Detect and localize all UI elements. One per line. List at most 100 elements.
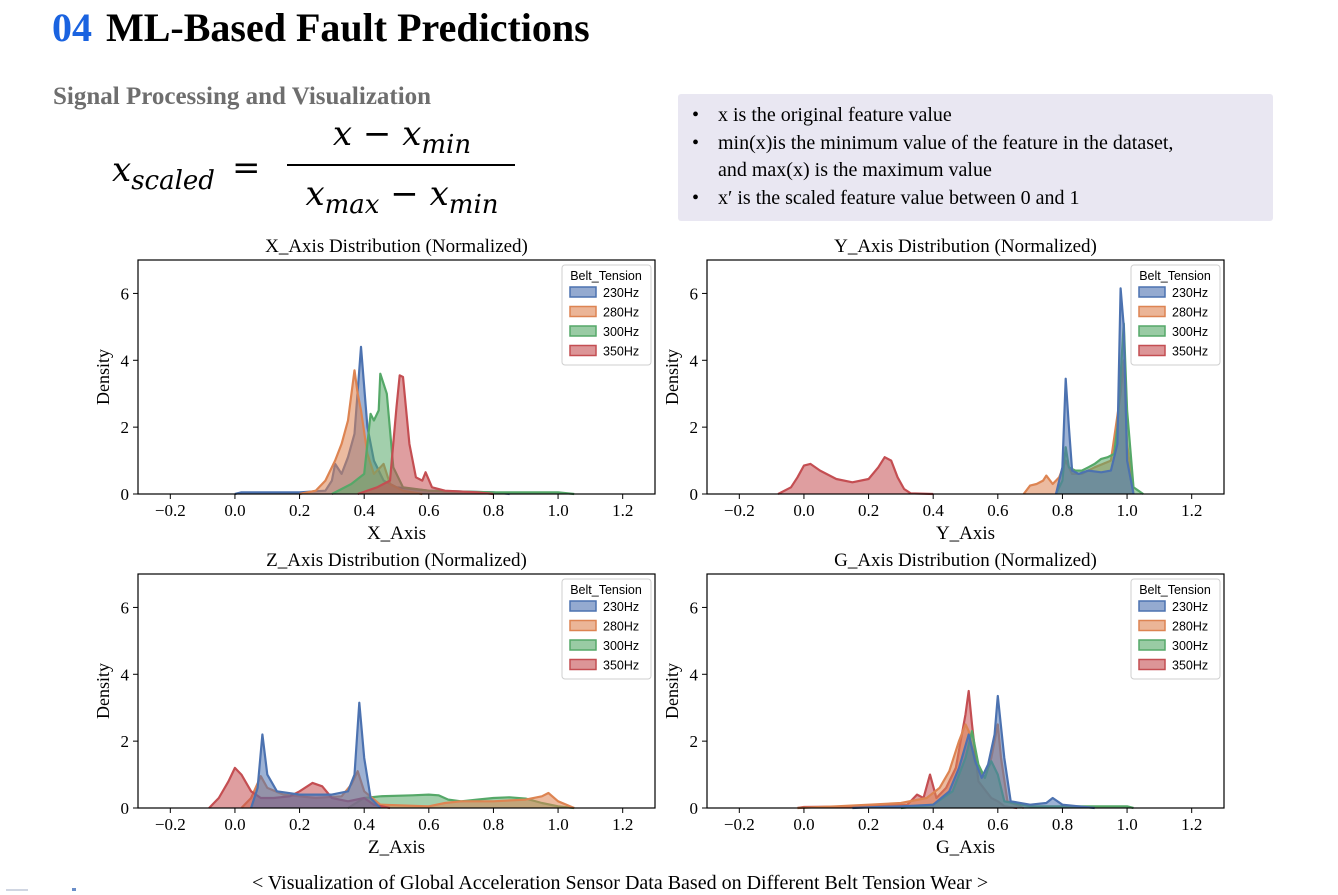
series-line-350Hz bbox=[777, 456, 934, 496]
legend-swatch-350Hz bbox=[1138, 344, 1166, 357]
legend-title: Belt_Tension bbox=[1139, 583, 1211, 597]
note-item: • min(x)is the minimum value of the featu… bbox=[692, 130, 1261, 185]
legend-label: 230Hz bbox=[1172, 600, 1208, 614]
x-tick-label: 1.2 bbox=[1181, 815, 1202, 834]
note-text-continued: and max(x) is the maximum value bbox=[718, 159, 992, 181]
x-tick-label: 1.2 bbox=[1181, 501, 1202, 520]
x-tick-label: 0.4 bbox=[354, 501, 376, 520]
x-tick-label: 0.2 bbox=[289, 501, 310, 520]
x-tick-label: 0.0 bbox=[224, 501, 245, 520]
y-tick-label: 4 bbox=[690, 351, 699, 370]
x-tick-label: 1.2 bbox=[612, 501, 633, 520]
chart-title: Y_Axis Distribution (Normalized) bbox=[834, 236, 1097, 257]
formula-lhs: xscaled bbox=[112, 150, 215, 196]
plot-frame bbox=[137, 573, 656, 809]
legend-label: 350Hz bbox=[603, 345, 639, 359]
formula-lhs-var: x bbox=[112, 150, 132, 190]
denominator-sub1: max bbox=[324, 190, 380, 220]
x-tick-label: 0.4 bbox=[354, 815, 376, 834]
x-tick-label: −0.2 bbox=[724, 501, 755, 520]
notes-box: • x is the original feature value • min(x)… bbox=[678, 94, 1273, 221]
y-tick-label: 4 bbox=[121, 665, 130, 684]
series-area-280Hz bbox=[299, 370, 423, 494]
series-area-230Hz bbox=[1056, 288, 1134, 494]
x-tick-label: 0.8 bbox=[483, 815, 504, 834]
numerator-minus: − bbox=[362, 114, 392, 154]
note-text: min(x)is the minimum value of the featur… bbox=[718, 131, 1174, 154]
denominator-x2: x bbox=[429, 174, 449, 214]
series-area-230Hz bbox=[852, 696, 1095, 808]
x-tick-label: −0.2 bbox=[155, 501, 186, 520]
x-tick-label: 0.6 bbox=[987, 501, 1008, 520]
legend-label: 350Hz bbox=[1172, 659, 1208, 673]
g-axis-distribution-chart: G_Axis Distribution (Normalized) −0.2 0.0 0… bbox=[662, 550, 1225, 858]
legend-swatch-350Hz bbox=[1138, 658, 1166, 671]
page-title: 04 ML-Based Fault Predictions bbox=[52, 4, 590, 52]
bullet: • bbox=[692, 131, 700, 154]
x-tick-label: 1.0 bbox=[1116, 815, 1137, 834]
formula-numerator: x − xmin bbox=[287, 114, 517, 160]
x-axis-label: Z_Axis bbox=[368, 837, 425, 858]
note-item: • x′ is the scaled feature value between … bbox=[692, 185, 1261, 213]
x-tick-label: −0.2 bbox=[155, 815, 186, 834]
legend-swatch-300Hz bbox=[1138, 639, 1166, 651]
legend-label: 300Hz bbox=[1172, 639, 1208, 653]
y-axis-distribution-chart: Y_Axis Distribution (Normalized) −0.2 0.0 0… bbox=[662, 236, 1225, 544]
legend-label: 230Hz bbox=[603, 600, 639, 614]
x-tick-label: 0.2 bbox=[858, 501, 879, 520]
x-tick-label: 0.8 bbox=[1052, 815, 1073, 834]
series-area-230Hz bbox=[251, 702, 381, 808]
y-tick-label: 2 bbox=[121, 418, 130, 437]
x-tick-label: 0.4 bbox=[923, 815, 945, 834]
note-item: • x is the original feature value bbox=[692, 102, 1261, 130]
y-tick-label: 6 bbox=[121, 598, 130, 617]
denominator-minus: − bbox=[390, 174, 419, 214]
chart-legend: Belt_Tension 230Hz 280Hz 300Hz 350Hz bbox=[561, 264, 652, 366]
legend-label: 300Hz bbox=[603, 325, 639, 339]
plot-frame bbox=[706, 573, 1225, 809]
chart-title: X_Axis Distribution (Normalized) bbox=[265, 236, 528, 257]
x-axis-label: X_Axis bbox=[367, 523, 426, 544]
y-tick-label: 4 bbox=[121, 351, 130, 370]
x-tick-label: 1.0 bbox=[1116, 501, 1137, 520]
x-tick-label: 0.6 bbox=[418, 815, 439, 834]
plot-frame bbox=[706, 259, 1225, 495]
x-axis-label: G_Axis bbox=[936, 837, 995, 858]
legend-title: Belt_Tension bbox=[1139, 269, 1211, 283]
legend-swatch-350Hz bbox=[569, 344, 597, 357]
formula-lhs-sub: scaled bbox=[131, 166, 215, 196]
legend-swatch-230Hz bbox=[1138, 286, 1166, 298]
y-tick-label: 0 bbox=[690, 485, 699, 504]
numerator-xmin: x bbox=[402, 114, 422, 154]
x-tick-label: 0.8 bbox=[483, 501, 504, 520]
formula-denominator: xmax − xmin bbox=[287, 174, 517, 220]
legend-swatch-280Hz bbox=[569, 619, 597, 632]
x-tick-label: 0.2 bbox=[858, 815, 879, 834]
series-line-230Hz bbox=[852, 694, 1095, 810]
y-tick-label: 4 bbox=[690, 665, 699, 684]
legend-swatch-230Hz bbox=[1138, 600, 1166, 612]
legend-label: 350Hz bbox=[1172, 345, 1208, 359]
numerator-sub: min bbox=[421, 130, 472, 160]
x-tick-label: 0.0 bbox=[793, 501, 814, 520]
x-axis-distribution-chart: X_Axis Distribution (Normalized) −0.2 0.0 0… bbox=[93, 236, 656, 544]
legend-swatch-350Hz bbox=[569, 658, 597, 671]
x-tick-label: 1.0 bbox=[547, 815, 568, 834]
legend-label: 280Hz bbox=[603, 306, 639, 320]
y-tick-label: 2 bbox=[121, 732, 130, 751]
legend-swatch-230Hz bbox=[569, 286, 597, 298]
legend-label: 280Hz bbox=[603, 620, 639, 634]
chart-title: Z_Axis Distribution (Normalized) bbox=[266, 550, 527, 571]
legend-label: 280Hz bbox=[1172, 306, 1208, 320]
x-tick-label: 0.6 bbox=[987, 815, 1008, 834]
legend-title: Belt_Tension bbox=[570, 269, 642, 283]
legend-label: 230Hz bbox=[603, 286, 639, 300]
series-line-230Hz bbox=[1054, 287, 1135, 495]
legend-label: 230Hz bbox=[1172, 286, 1208, 300]
y-tick-label: 0 bbox=[121, 485, 130, 504]
footer-decoration bbox=[6, 888, 76, 891]
legend-label: 350Hz bbox=[603, 659, 639, 673]
section-number: 04 bbox=[52, 5, 92, 50]
y-tick-label: 0 bbox=[121, 799, 130, 818]
legend-label: 280Hz bbox=[1172, 620, 1208, 634]
